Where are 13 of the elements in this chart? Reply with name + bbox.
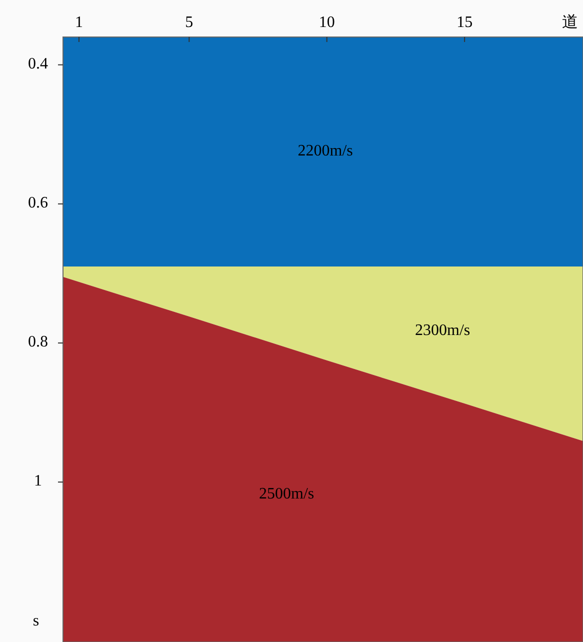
y-tick-label: 1 [34,472,42,490]
y-tick-label: 0.8 [28,334,48,351]
x-tick-label: 15 [456,14,473,31]
x-tick-label: 5 [185,14,194,31]
x-tick-label: 10 [318,14,335,31]
x-axis-title: 道 [562,14,578,31]
y-tick-label: 0.6 [28,194,48,212]
series-label: 2300m/s [415,322,470,340]
series-label: 2200m/s [298,142,353,160]
y-axis-title: s [32,612,40,630]
x-tick-label: 1 [74,14,83,31]
y-tick-label: 0.4 [28,55,48,72]
series-label: 2500m/s [259,485,314,502]
